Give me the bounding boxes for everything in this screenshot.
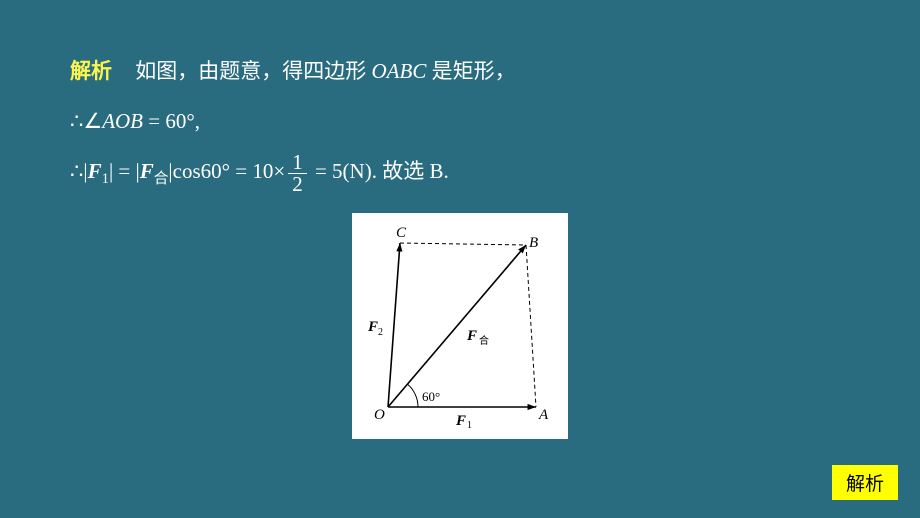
analysis-button[interactable]: 解析 bbox=[832, 465, 898, 500]
svg-text:60°: 60° bbox=[422, 389, 440, 404]
svg-text:合: 合 bbox=[479, 334, 489, 347]
line3-f1: F bbox=[88, 159, 102, 183]
line3-mid1: | = | bbox=[109, 159, 140, 183]
line-2: ∴∠AOB = 60°, bbox=[70, 100, 850, 142]
line3-prefix: ∴| bbox=[70, 159, 88, 183]
line2-aob: AOB bbox=[102, 109, 143, 133]
line1-text2: 是矩形， bbox=[426, 59, 515, 83]
svg-text:F: F bbox=[367, 319, 378, 335]
line2-suffix: = 60°, bbox=[143, 109, 200, 133]
line2-prefix: ∴∠ bbox=[70, 109, 102, 133]
fraction: 12 bbox=[288, 152, 307, 195]
svg-text:O: O bbox=[374, 407, 385, 423]
heading-label: 解析 bbox=[70, 59, 112, 83]
figure-svg: OABCF1F2F合60° bbox=[366, 223, 554, 433]
vector-figure: OABCF1F2F合60° bbox=[352, 213, 568, 439]
line-1: 解析 如图，由题意，得四边形 OABC 是矩形， bbox=[70, 50, 850, 92]
explanation-text: 解析 如图，由题意，得四边形 OABC 是矩形， ∴∠AOB = 60°, ∴|… bbox=[70, 50, 850, 195]
line-3: ∴|F1| = |F合|cos60° = 10×12 = 5(N). 故选 B. bbox=[70, 150, 850, 195]
svg-text:1: 1 bbox=[467, 420, 472, 431]
line3-mid2: |cos60° = 10× bbox=[168, 159, 285, 183]
line3-fhe-sub: 合 bbox=[154, 171, 169, 187]
figure-container: OABCF1F2F合60° bbox=[70, 213, 850, 439]
line3-suffix: = 5(N). 故选 B. bbox=[310, 159, 449, 183]
line3-fhe: F bbox=[140, 159, 154, 183]
svg-text:F: F bbox=[455, 413, 466, 429]
frac-num: 1 bbox=[288, 152, 307, 174]
frac-den: 2 bbox=[288, 174, 307, 195]
slide: 解析 如图，由题意，得四边形 OABC 是矩形， ∴∠AOB = 60°, ∴|… bbox=[0, 0, 920, 518]
line1-oabc: OABC bbox=[372, 59, 427, 83]
line3-f1-sub: 1 bbox=[102, 171, 109, 187]
svg-text:F: F bbox=[466, 328, 477, 344]
svg-text:C: C bbox=[396, 225, 407, 241]
svg-text:A: A bbox=[538, 407, 549, 423]
svg-text:B: B bbox=[529, 235, 538, 251]
svg-text:2: 2 bbox=[378, 327, 383, 338]
line1-text1: 如图，由题意，得四边形 bbox=[135, 59, 371, 83]
